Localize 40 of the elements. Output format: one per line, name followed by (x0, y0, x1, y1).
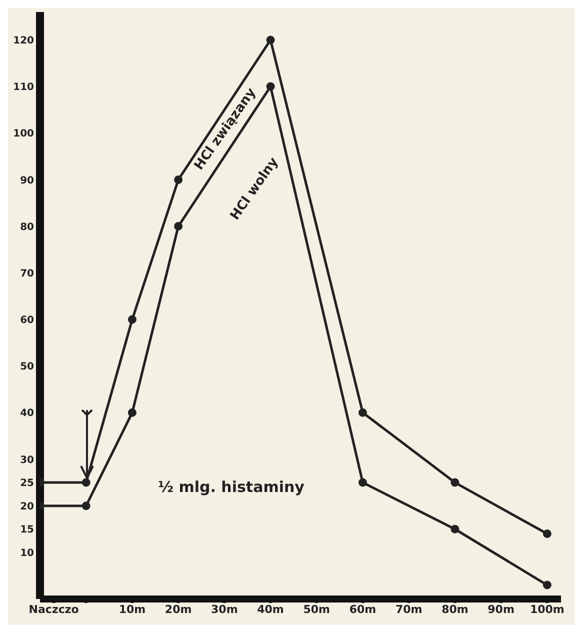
point (266, 82, 275, 91)
y-tick-label: 120 (13, 36, 34, 46)
point (542, 580, 552, 590)
x-tick-label: 30m (211, 602, 238, 616)
annotation: ½ mlg. histaminy (158, 478, 304, 496)
y-tick-label: 15 (20, 524, 34, 536)
x-tick-label: 100m (530, 602, 564, 616)
point (128, 408, 136, 417)
x-tick-label: Naczczo (28, 602, 80, 616)
point (542, 530, 552, 538)
point (450, 524, 460, 534)
point (82, 502, 90, 510)
y-tick-label: 100 (13, 128, 34, 140)
y-tick-label: 20 (20, 501, 34, 512)
y-tick-label: 40 (20, 408, 34, 420)
point (358, 478, 367, 487)
y-tick-label: 30 (20, 454, 34, 466)
y-tick-label: 80 (20, 222, 34, 233)
y-tick-label: 60 (20, 315, 34, 326)
point (174, 222, 183, 231)
y-tick-label: 70 (20, 268, 34, 280)
x-tick-label: 70m (395, 602, 422, 616)
y-tick-label: 25 (20, 478, 34, 490)
x-tick-label: 10m (118, 602, 146, 616)
y-tick-label: 10 (20, 548, 34, 559)
point (266, 36, 275, 44)
point (174, 175, 183, 184)
point (358, 408, 367, 417)
point (450, 478, 460, 487)
x-tick-label: 50m (303, 602, 330, 616)
point (82, 478, 90, 487)
x-tick-label: 80m (442, 602, 468, 616)
point (128, 315, 136, 324)
x-tick-label: 90m (488, 602, 514, 616)
y-tick-label: 110 (13, 82, 34, 94)
x-tick-label: 40m (257, 602, 284, 616)
y-tick-label: 90 (20, 175, 34, 186)
x-tick-label: 60m (349, 602, 376, 616)
y-tick-label: 50 (20, 362, 34, 373)
x-tick-label: 20m (164, 602, 192, 616)
